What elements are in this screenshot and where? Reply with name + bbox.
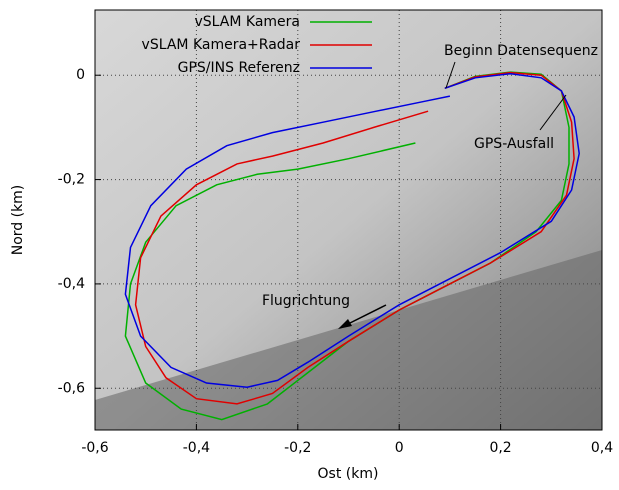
legend-label: GPS/INS Referenz	[178, 60, 300, 76]
plot-frame	[94, 9, 603, 431]
legend-label: vSLAM Kamera+Radar	[142, 37, 301, 53]
annotation: Beginn Datensequenz	[444, 43, 598, 59]
x-tick-label: 0,2	[489, 440, 511, 456]
y-tick-label: 0	[76, 67, 85, 83]
legend-label: vSLAM Kamera	[195, 14, 301, 30]
x-tick-label: 0	[395, 440, 404, 456]
annotation: Flugrichtung	[262, 293, 350, 309]
series-line	[124, 71, 570, 421]
x-axis-label: Ost (km)	[318, 466, 379, 482]
series-line	[134, 71, 575, 405]
annotation: GPS-Ausfall	[474, 136, 554, 152]
annotation-pointer	[539, 94, 567, 131]
x-tick-label: -0,4	[183, 440, 210, 456]
y-axis-label: Nord (km)	[10, 185, 26, 256]
x-tick-label: -0,2	[284, 440, 311, 456]
x-tick-label: -0,6	[81, 440, 108, 456]
direction-arrow-head	[338, 319, 352, 329]
annotation-pointer	[445, 61, 456, 89]
x-tick-label: 0,4	[591, 440, 613, 456]
series-line	[124, 72, 580, 388]
y-tick-label: -0,6	[58, 380, 85, 396]
y-tick-label: -0,4	[58, 276, 85, 292]
y-tick-label: -0,2	[58, 172, 85, 188]
